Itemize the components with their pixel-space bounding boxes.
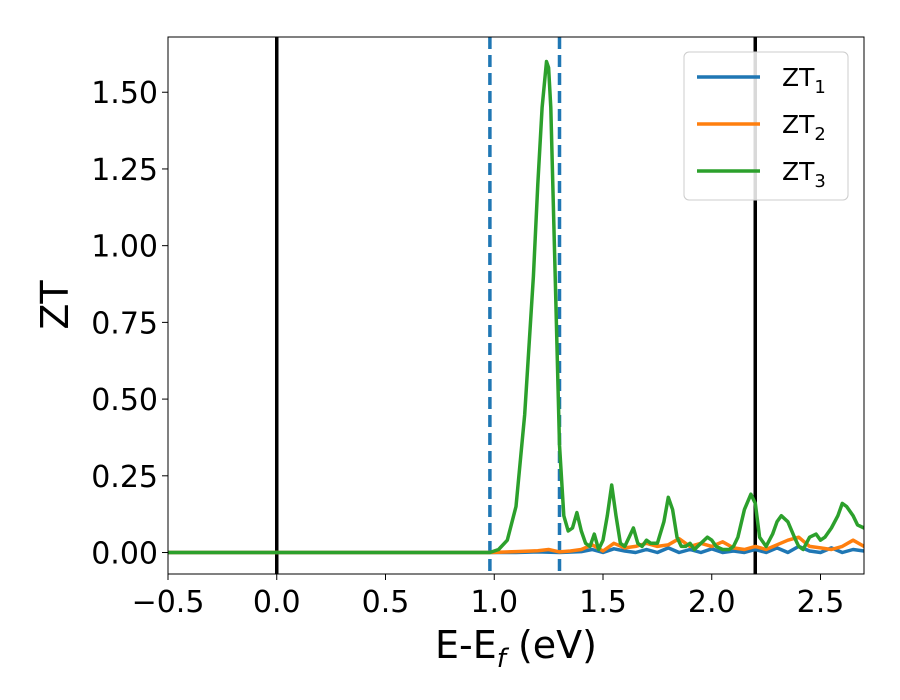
legend-items: ZT1 ZT2 ZT3 <box>697 63 826 192</box>
x-tick-label: 2.5 <box>797 585 845 620</box>
legend-label-zt3: ZT3 <box>782 157 826 192</box>
x-axis-title-unit: (eV) <box>506 623 597 667</box>
x-tick-label: 0.0 <box>253 585 301 620</box>
y-tick-label: 1.25 <box>91 153 158 188</box>
legend-box <box>683 51 849 201</box>
legend-label-zt2: ZT2 <box>782 110 826 145</box>
legend-label-zt1: ZT1 <box>782 63 826 98</box>
y-tick-label: 1.00 <box>91 230 158 265</box>
legend: ZT1 ZT2 ZT3 <box>683 51 849 201</box>
y-tick-label: 0.50 <box>91 383 158 418</box>
x-tick-label: 1.5 <box>579 585 627 620</box>
series-line-zt2 <box>168 535 864 555</box>
x-axis-title: E-Ef (eV) <box>435 623 597 674</box>
y-axis-ticks: 0.00 0.25 0.50 0.75 1.00 1.25 1.50 <box>91 76 168 572</box>
x-tick-label: 2.0 <box>688 585 736 620</box>
x-axis-ticks: −0.5 0.0 0.5 1.0 1.5 2.0 2.5 <box>132 574 845 620</box>
x-tick-label: 0.5 <box>362 585 410 620</box>
y-tick-label: 0.25 <box>91 460 158 495</box>
y-tick-label: 0.75 <box>91 306 158 341</box>
x-tick-label: 1.0 <box>470 585 518 620</box>
plot-frame <box>167 36 865 575</box>
y-axis-title: ZT <box>33 280 77 330</box>
series-lines <box>168 59 864 555</box>
series-line-zt3 <box>168 59 864 555</box>
y-tick-label: 0.00 <box>91 537 158 572</box>
y-tick-label: 1.50 <box>91 76 158 111</box>
x-axis-title-main: E-E <box>435 623 497 667</box>
x-tick-label: −0.5 <box>132 585 205 620</box>
